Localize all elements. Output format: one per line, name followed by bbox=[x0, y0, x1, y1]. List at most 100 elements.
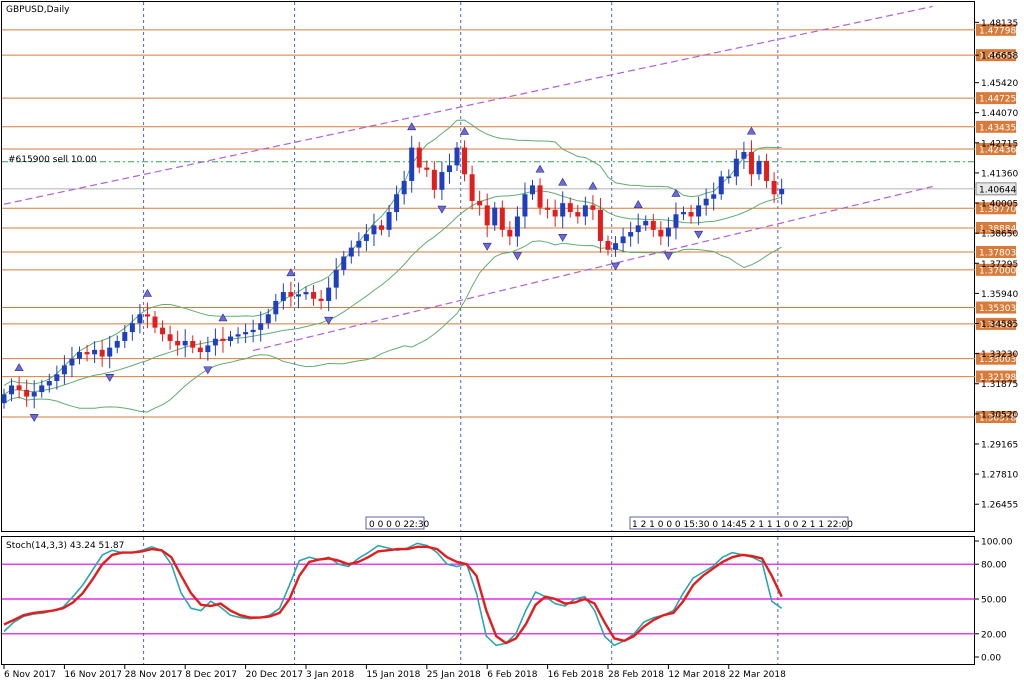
candle-body-17 bbox=[129, 323, 135, 333]
level-tag-11 bbox=[976, 352, 1016, 365]
level-tag-text-9: 1.35303 bbox=[979, 304, 1016, 314]
fractal-down-64 bbox=[482, 242, 492, 251]
price-tick-label-0: 1.48135 bbox=[981, 19, 1018, 29]
candle-body-71 bbox=[537, 185, 543, 208]
time-label-5: 3 Jan 2018 bbox=[306, 670, 354, 680]
main-pane-frame bbox=[1, 1, 975, 532]
candle-body-24 bbox=[182, 340, 188, 346]
candle-body-1 bbox=[9, 385, 15, 395]
fractal-down-81 bbox=[611, 262, 621, 271]
candle-body-94 bbox=[711, 194, 717, 199]
candle-body-35 bbox=[265, 314, 271, 324]
candle-body-75 bbox=[567, 203, 573, 213]
level-tag-text-0: 1.47798 bbox=[979, 26, 1016, 36]
candle-body-11 bbox=[84, 352, 90, 355]
fractal-up-71 bbox=[535, 164, 545, 173]
time-label-10: 28 Feb 2018 bbox=[608, 670, 664, 680]
level-tag-text-5: 1.39770 bbox=[979, 205, 1016, 215]
price-tick-label-10: 1.34585 bbox=[981, 320, 1018, 330]
candle-body-60 bbox=[454, 147, 460, 166]
candle-body-41 bbox=[311, 292, 317, 299]
channel-lower-line bbox=[253, 185, 933, 352]
candle-body-79 bbox=[597, 209, 603, 241]
candle-body-56 bbox=[424, 167, 430, 170]
candle-body-58 bbox=[439, 172, 445, 190]
price-tick-label-1: 1.46658 bbox=[981, 52, 1018, 62]
fractal-up-29 bbox=[218, 313, 228, 322]
candle-body-54 bbox=[409, 147, 415, 181]
level-tag-6 bbox=[976, 221, 1016, 234]
candle-body-34 bbox=[258, 323, 264, 330]
chart-title: GBPUSD,Daily bbox=[6, 5, 70, 15]
bollinger-middle bbox=[3, 190, 782, 395]
level-tag-0 bbox=[976, 23, 1016, 36]
candle-body-21 bbox=[160, 327, 166, 335]
candle-body-2 bbox=[16, 385, 22, 390]
fractal-up-99 bbox=[746, 126, 756, 135]
fractal-down-43 bbox=[324, 316, 334, 325]
candle-body-28 bbox=[212, 338, 218, 346]
fractal-up-78 bbox=[588, 181, 598, 190]
candle-body-44 bbox=[333, 269, 339, 288]
level-tag-5 bbox=[976, 202, 1016, 215]
price-tick-label-5: 1.41360 bbox=[981, 169, 1018, 179]
level-tag-1 bbox=[976, 49, 1016, 62]
time-label-9: 16 Feb 2018 bbox=[548, 670, 604, 680]
candle-body-7 bbox=[54, 374, 60, 381]
candle-body-25 bbox=[190, 340, 196, 348]
channel-upper-line bbox=[3, 5, 933, 205]
time-axis: 6 Nov 2017 16 Nov 2017 28 Nov 2017 8 Dec 20… bbox=[3, 665, 786, 680]
candle-body-52 bbox=[394, 194, 400, 213]
stoch-tick-label-0: 100.00 bbox=[981, 538, 1013, 548]
price-tick-label-3: 1.44070 bbox=[981, 109, 1018, 119]
time-label-1: 16 Nov 2017 bbox=[64, 670, 122, 680]
candle-body-39 bbox=[295, 294, 301, 297]
time-marker-box-right bbox=[629, 516, 849, 530]
bollinger-lower bbox=[3, 240, 782, 413]
candle-body-65 bbox=[492, 207, 498, 226]
fractal-arrows bbox=[14, 122, 756, 422]
candle-body-88 bbox=[665, 227, 671, 237]
fractal-up-61 bbox=[460, 126, 470, 135]
candle-body-103 bbox=[779, 188, 785, 195]
price-tick-label-15: 1.27810 bbox=[981, 471, 1018, 481]
level-tag-text-11: 1.33003 bbox=[979, 355, 1016, 365]
candle-body-4 bbox=[31, 392, 37, 397]
time-label-3: 8 Dec 2017 bbox=[185, 670, 237, 680]
candle-body-23 bbox=[175, 340, 181, 346]
candle-body-87 bbox=[658, 229, 664, 237]
candle-body-101 bbox=[764, 160, 770, 181]
candle-body-42 bbox=[318, 298, 324, 301]
candle-body-78 bbox=[590, 205, 596, 210]
candle-body-29 bbox=[220, 338, 226, 341]
bollinger-upper bbox=[3, 119, 782, 386]
candle-body-99 bbox=[748, 152, 754, 175]
level-tag-2 bbox=[976, 92, 1016, 105]
candle-body-36 bbox=[273, 300, 279, 315]
candle-body-76 bbox=[575, 212, 581, 217]
candle-body-55 bbox=[416, 147, 422, 168]
candle-body-73 bbox=[552, 209, 558, 217]
candle-body-30 bbox=[228, 336, 233, 341]
stoch-tick-label-4: 0.00 bbox=[981, 654, 1001, 664]
time-marker-left: 0 0 0 0 22:30 bbox=[369, 520, 430, 530]
stoch-tick-label-1: 80.00 bbox=[981, 561, 1007, 571]
level-tag-text-3: 1.43435 bbox=[979, 123, 1016, 133]
candle-body-33 bbox=[250, 329, 256, 333]
level-tag-text-6: 1.38884 bbox=[979, 224, 1016, 234]
current-price-tag bbox=[975, 182, 1017, 196]
current-price-text: 1.40644 bbox=[979, 185, 1016, 195]
price-tick-label-16: 1.26455 bbox=[981, 501, 1018, 511]
level-tag-10 bbox=[976, 317, 1016, 330]
time-label-4: 20 Dec 2017 bbox=[246, 670, 304, 680]
level-tag-13 bbox=[976, 411, 1016, 424]
time-label-8: 6 Feb 2018 bbox=[487, 670, 538, 680]
candle-body-77 bbox=[582, 205, 588, 217]
candle-body-14 bbox=[107, 347, 113, 357]
candle-body-84 bbox=[635, 225, 641, 233]
candle-body-32 bbox=[243, 332, 249, 335]
level-tag-text-8: 1.37000 bbox=[979, 266, 1016, 276]
order-label: #615900 sell 10.00 bbox=[8, 155, 97, 165]
